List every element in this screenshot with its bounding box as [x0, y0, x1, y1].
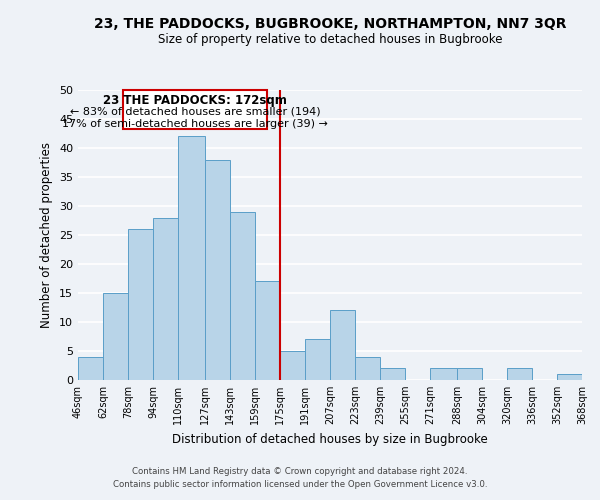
- FancyBboxPatch shape: [124, 90, 268, 130]
- Text: 23 THE PADDOCKS: 172sqm: 23 THE PADDOCKS: 172sqm: [103, 94, 287, 107]
- Bar: [430, 368, 457, 380]
- Text: Size of property relative to detached houses in Bugbrooke: Size of property relative to detached ho…: [158, 32, 502, 46]
- Y-axis label: Number of detached properties: Number of detached properties: [40, 142, 53, 328]
- Bar: [178, 136, 205, 380]
- Bar: [205, 160, 230, 380]
- Bar: [330, 310, 355, 380]
- Text: 17% of semi-detached houses are larger (39) →: 17% of semi-detached houses are larger (…: [62, 119, 328, 129]
- Bar: [507, 368, 532, 380]
- Bar: [78, 357, 103, 380]
- Bar: [153, 218, 178, 380]
- Bar: [280, 351, 305, 380]
- Bar: [557, 374, 582, 380]
- Text: Contains HM Land Registry data © Crown copyright and database right 2024.: Contains HM Land Registry data © Crown c…: [132, 467, 468, 476]
- Bar: [230, 212, 255, 380]
- Bar: [103, 293, 128, 380]
- Bar: [128, 229, 153, 380]
- Bar: [380, 368, 405, 380]
- X-axis label: Distribution of detached houses by size in Bugbrooke: Distribution of detached houses by size …: [172, 432, 488, 446]
- Text: Contains public sector information licensed under the Open Government Licence v3: Contains public sector information licen…: [113, 480, 487, 489]
- Bar: [457, 368, 482, 380]
- Text: ← 83% of detached houses are smaller (194): ← 83% of detached houses are smaller (19…: [70, 106, 321, 116]
- Bar: [305, 340, 330, 380]
- Bar: [255, 282, 280, 380]
- Bar: [355, 357, 380, 380]
- Text: 23, THE PADDOCKS, BUGBROOKE, NORTHAMPTON, NN7 3QR: 23, THE PADDOCKS, BUGBROOKE, NORTHAMPTON…: [94, 18, 566, 32]
